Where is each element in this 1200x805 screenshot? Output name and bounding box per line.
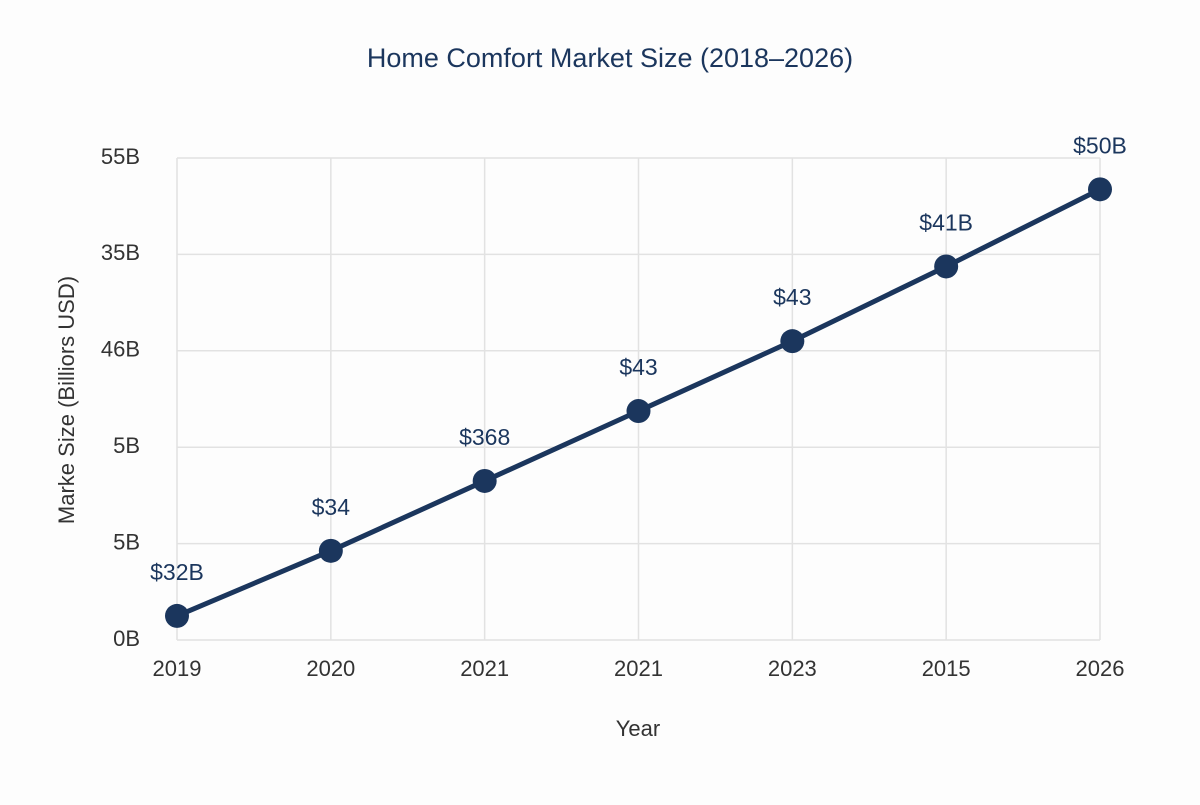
- y-axis-title: Marke Size (Billiors USD): [54, 276, 79, 524]
- marker: [934, 254, 959, 279]
- data-label: $50B: [1073, 132, 1127, 158]
- data-label: $43: [773, 284, 811, 310]
- data-label: $368: [459, 424, 510, 450]
- y-tick-label: 46B: [101, 337, 140, 362]
- marker: [472, 468, 497, 493]
- marker: [780, 329, 805, 354]
- data-label: $32B: [150, 559, 204, 585]
- chart-title: Home Comfort Market Size (2018–2026): [367, 43, 853, 73]
- y-tick-label: 5B: [113, 529, 140, 554]
- marker: [318, 538, 343, 563]
- y-tick-label: 35B: [101, 240, 140, 265]
- x-tick-label: 2026: [1076, 656, 1125, 681]
- data-label: $41B: [919, 210, 973, 236]
- y-tick-label: 55B: [101, 144, 140, 169]
- x-tick-label: 2021: [460, 656, 509, 681]
- marker: [1088, 177, 1112, 202]
- marker: [626, 399, 651, 424]
- y-tick-label: 5B: [113, 433, 140, 458]
- x-tick-label: 2021: [614, 656, 663, 681]
- x-tick-label: 2023: [768, 656, 817, 681]
- marker: [165, 603, 189, 628]
- data-label: $43: [619, 354, 657, 380]
- x-tick-label: 2020: [306, 656, 355, 681]
- data-label: $34: [312, 494, 351, 520]
- y-tick-label: 0B: [113, 626, 140, 651]
- x-tick-label: 2015: [922, 656, 971, 681]
- x-tick-label: 2019: [153, 656, 202, 681]
- x-axis-title: Year: [616, 716, 660, 741]
